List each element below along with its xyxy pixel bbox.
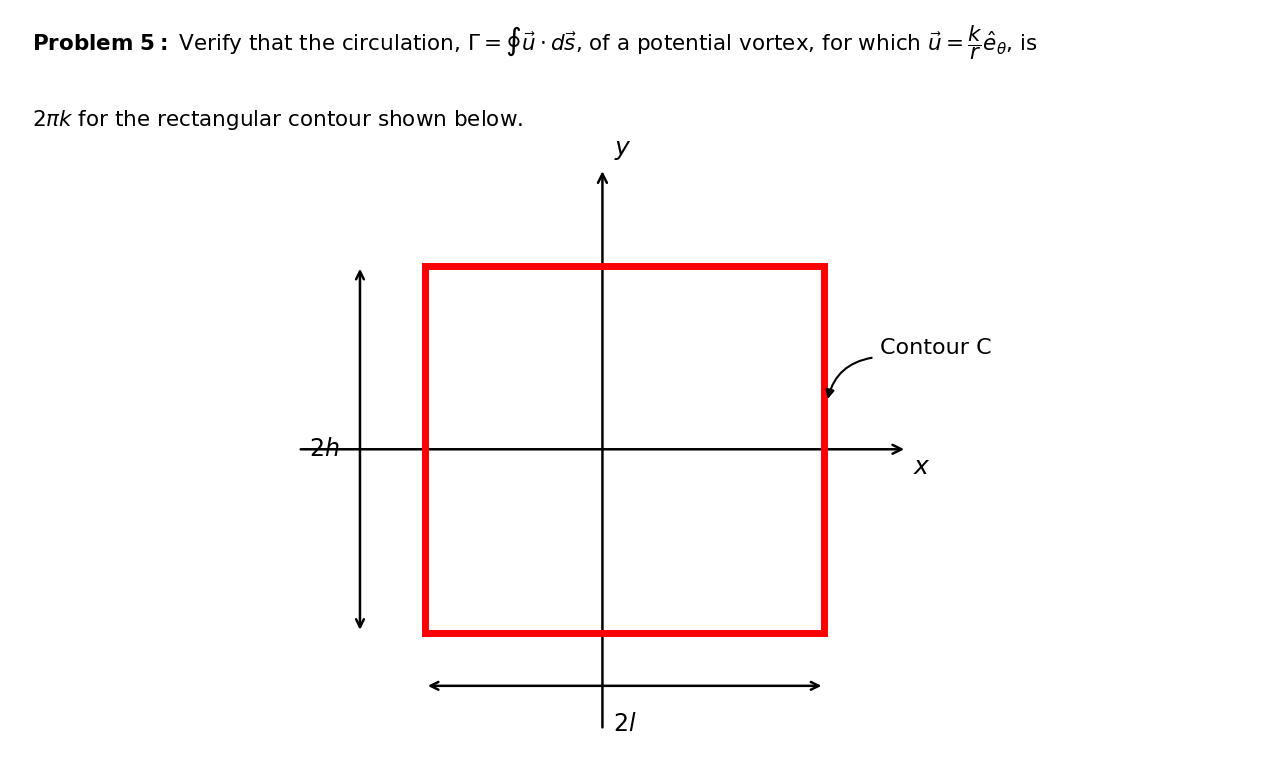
Text: $x$: $x$ bbox=[913, 455, 930, 479]
Text: $\mathbf{Problem\ 5:}$ Verify that the circulation, $\Gamma = \oint \vec{u} \cdo: $\mathbf{Problem\ 5:}$ Verify that the c… bbox=[32, 23, 1038, 61]
Text: $2\pi k$ for the rectangular contour shown below.: $2\pi k$ for the rectangular contour sho… bbox=[32, 108, 523, 131]
Text: $2l$: $2l$ bbox=[613, 713, 636, 737]
Text: Contour C: Contour C bbox=[880, 339, 992, 359]
Bar bbox=[425, 266, 824, 633]
Text: $y$: $y$ bbox=[614, 138, 632, 163]
Text: $2h$: $2h$ bbox=[310, 437, 340, 462]
FancyArrowPatch shape bbox=[827, 358, 872, 397]
